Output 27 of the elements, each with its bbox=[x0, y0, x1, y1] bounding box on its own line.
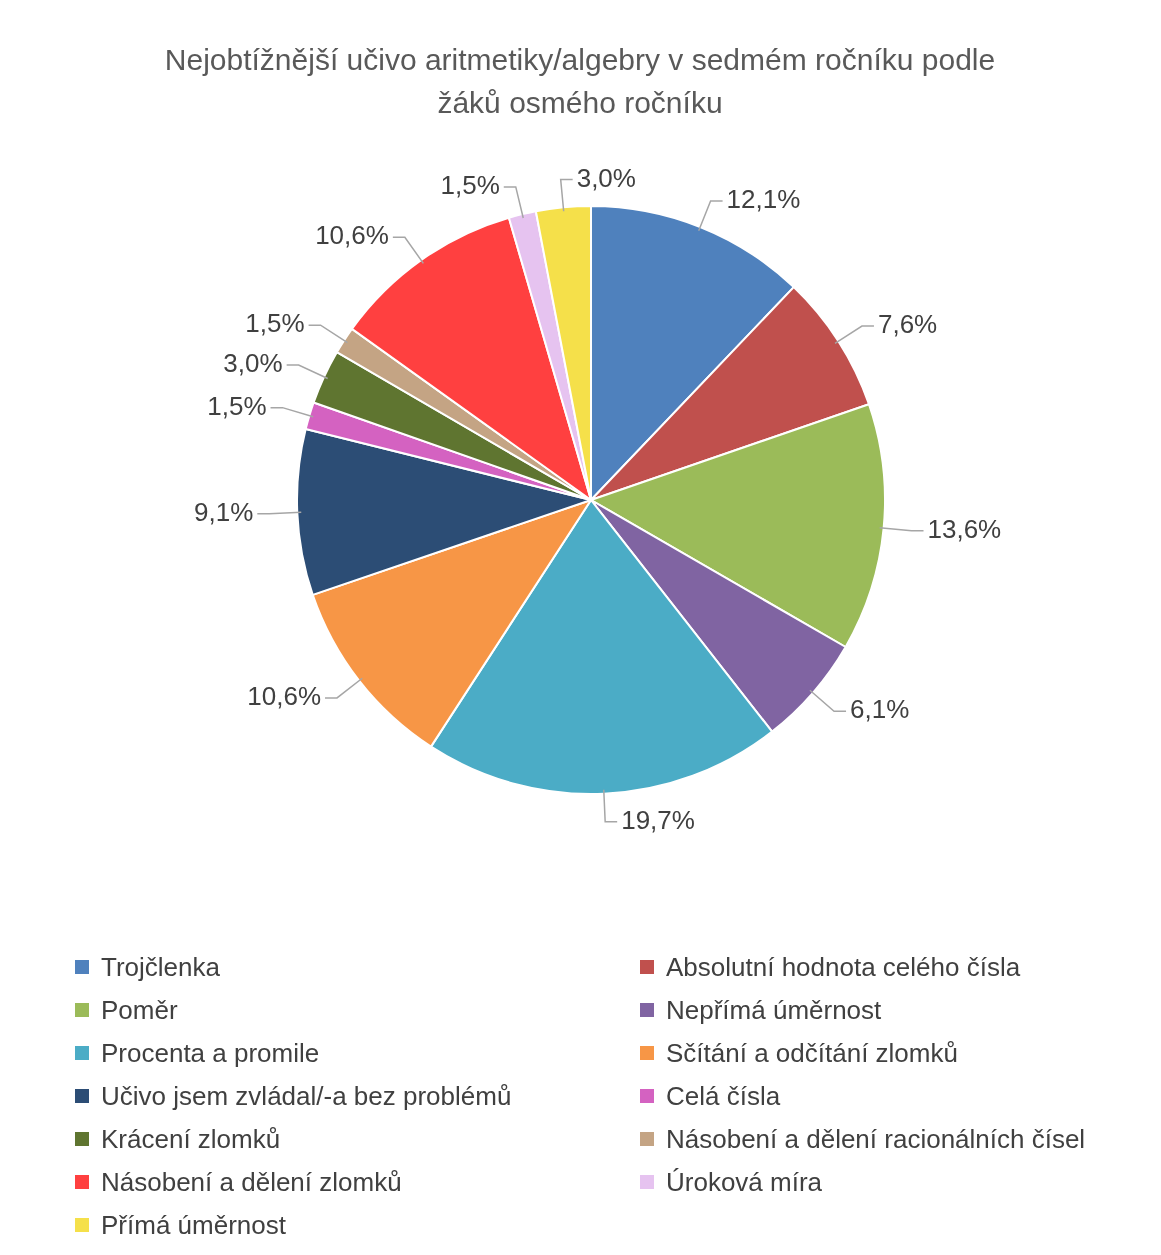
data-label: 1,5% bbox=[245, 308, 305, 339]
legend-label: Násobení a dělení zlomků bbox=[101, 1166, 402, 1198]
data-label: 13,6% bbox=[927, 514, 1002, 545]
legend-label: Sčítání a odčítání zlomků bbox=[666, 1037, 958, 1069]
legend-label: Násobení a dělení racionálních čísel bbox=[666, 1123, 1086, 1155]
data-label: 3,0% bbox=[223, 348, 283, 379]
data-label: 12,1% bbox=[726, 184, 801, 215]
data-label: 1,5% bbox=[440, 170, 500, 201]
data-label: 1,5% bbox=[207, 390, 267, 421]
data-label: 7,6% bbox=[877, 309, 938, 340]
data-label: 10,6% bbox=[247, 681, 322, 712]
legend-label: Poměr bbox=[101, 994, 178, 1026]
data-label: 3,0% bbox=[576, 162, 636, 193]
legend-label: Trojčlenka bbox=[101, 951, 220, 983]
data-label: 10,6% bbox=[315, 220, 389, 251]
legend-label: Učivo jsem zvládal/-a bez problémů bbox=[101, 1080, 512, 1112]
legend-label: Procenta a promile bbox=[101, 1037, 320, 1069]
legend-label: Absolutní hodnota celého čísla bbox=[666, 951, 1021, 983]
data-label: 19,7% bbox=[621, 804, 695, 835]
legend-label: Nepřímá úměrnost bbox=[666, 994, 882, 1026]
legend-label: Celá čísla bbox=[666, 1080, 781, 1112]
data-label: 6,1% bbox=[850, 694, 910, 725]
legend-label: Krácení zlomků bbox=[101, 1123, 281, 1155]
legend-label: Úroková míra bbox=[666, 1166, 823, 1198]
chart-title: Nejobtížnější učivo aritmetiky/algebry v sedmém ročníku podle žáků osmého ročníku bbox=[163, 42, 997, 121]
data-label: 9,1% bbox=[194, 496, 254, 527]
legend-label: Přímá úměrnost bbox=[101, 1209, 286, 1241]
